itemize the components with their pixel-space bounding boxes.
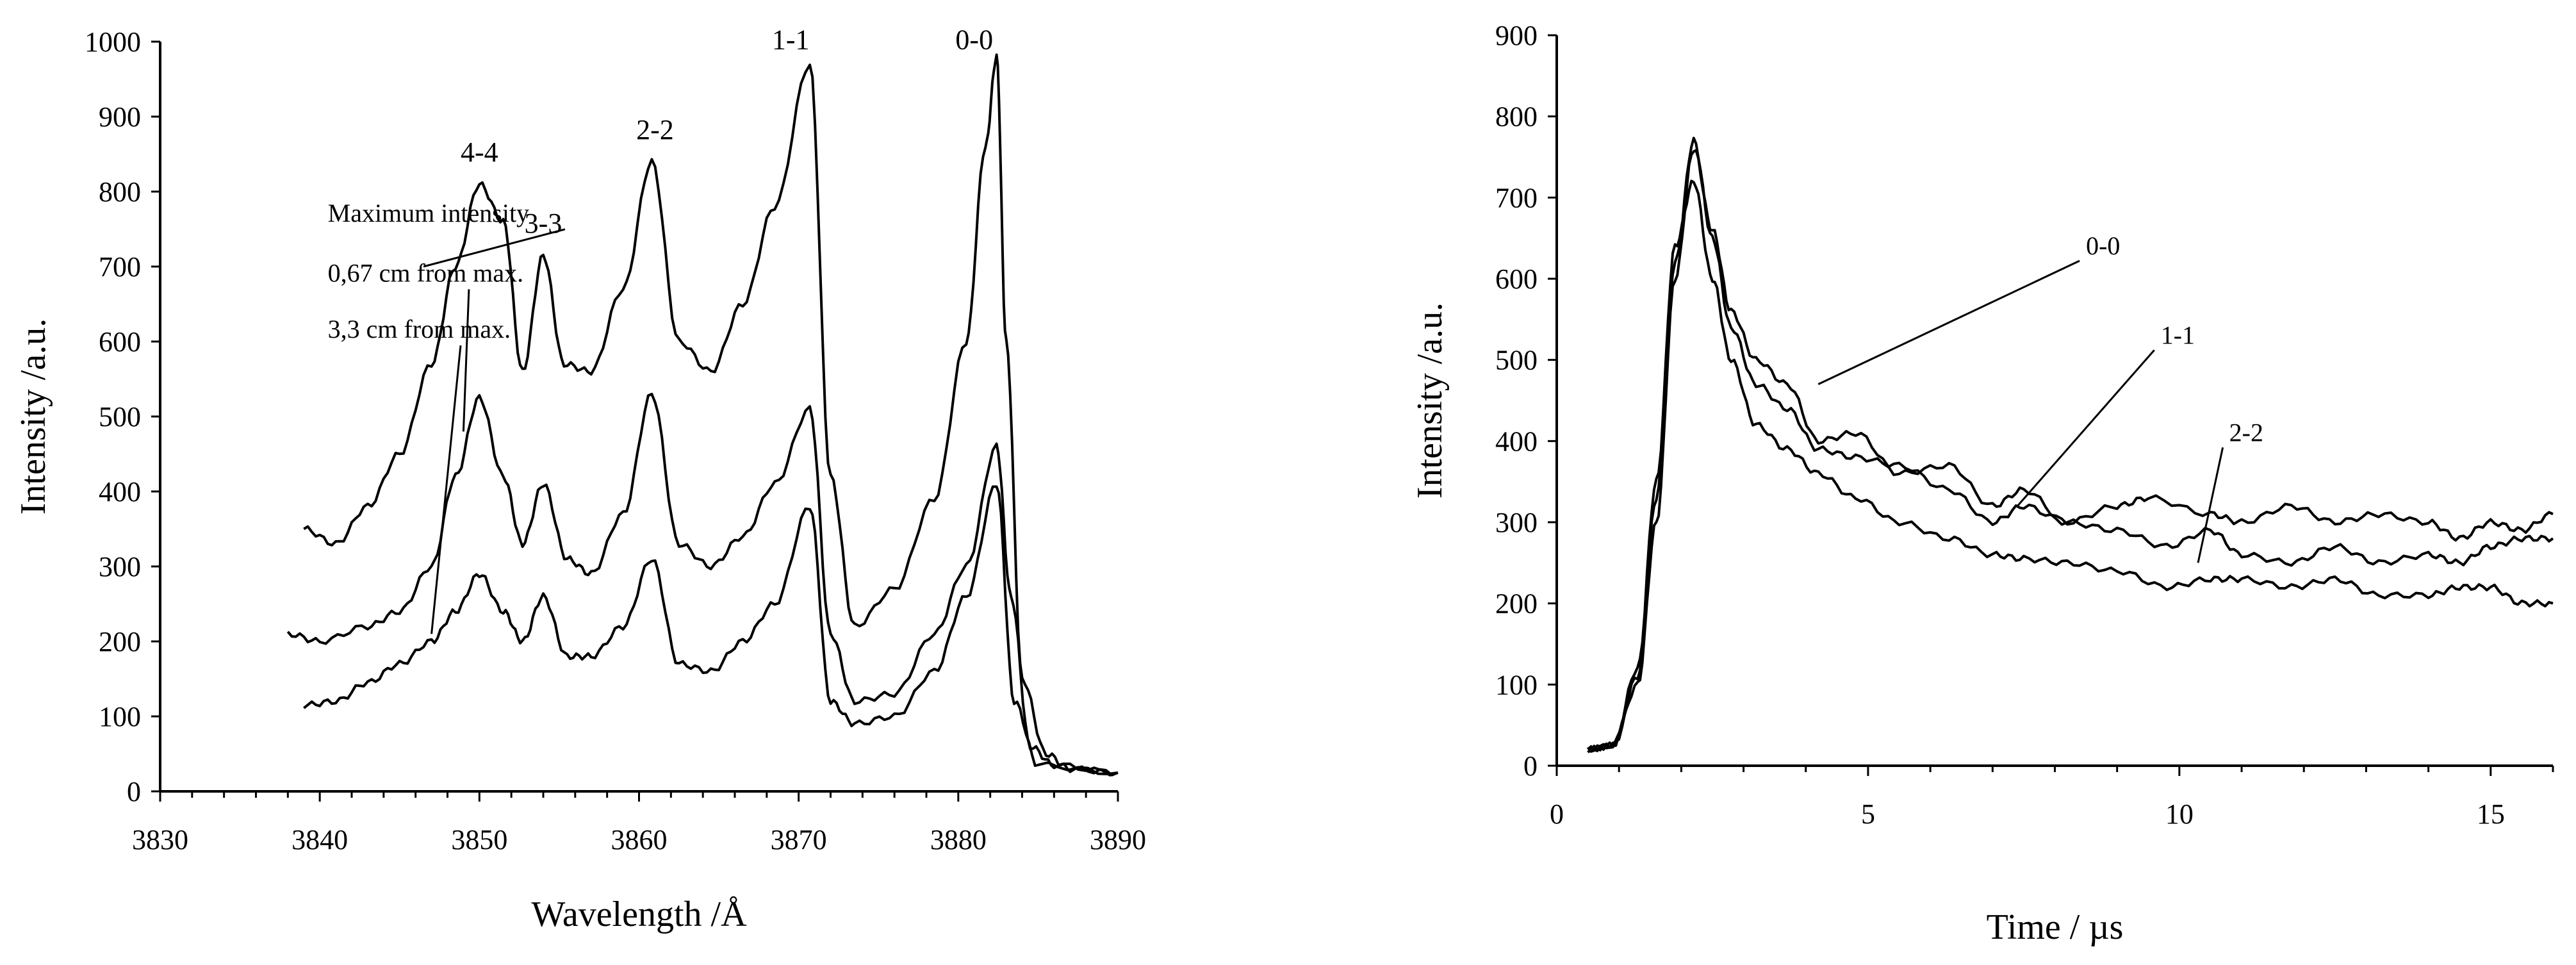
spectrum-series-line: [303, 53, 1119, 777]
time-y-tick-label: 600: [1495, 263, 1538, 295]
spectrum-series-label: 3,3 cm from max.: [328, 315, 511, 343]
time-y-tick-label: 900: [1495, 20, 1538, 51]
spectrum-x-axis-title: Wavelength /Å: [531, 895, 747, 934]
time-leader-line: [2197, 447, 2224, 563]
spectrum-x-tick-label: 3880: [930, 824, 987, 855]
time-series-line: [1587, 179, 2554, 754]
spectrum-series-label: Maximum intensity: [328, 199, 529, 227]
spectrum-peak-label: 4-4: [461, 136, 498, 168]
spectrum-y-axis-title: Intensity /a.u.: [13, 318, 53, 515]
time-series-label: 1-1: [2161, 320, 2195, 349]
spectrum-y-tick-label: 700: [99, 251, 141, 283]
spectrum-series: [286, 53, 1119, 777]
time-axes: 0 100 200 300 400 500 600 700 800 900 0 5 10 15: [1495, 20, 2554, 830]
time-series-label: 2-2: [2229, 418, 2263, 447]
spectrum-series-line: [286, 393, 1119, 777]
spectrum-y-tick-label: 100: [99, 701, 141, 732]
spectrum-peak-label: 1-1: [772, 24, 810, 55]
spectrum-leader-line: [462, 289, 470, 432]
time-series-line: [1587, 149, 2554, 752]
spectrum-leader-line: [423, 228, 566, 268]
spectrum-x-tick-label: 3840: [291, 824, 348, 855]
time-x-tick-label: 5: [1861, 798, 1875, 830]
spectrum-x-tick-label: 3850: [451, 824, 507, 855]
spectrum-y-tick-label: 800: [99, 176, 141, 208]
spectrum-peak-label: 3-3: [525, 208, 562, 239]
time-y-tick-label: 200: [1495, 588, 1538, 620]
time-leader-line: [2017, 349, 2155, 507]
spectrum-y-tick-label: 1000: [85, 26, 141, 58]
spectrum-annotations: 4-4 3-3 2-2 1-1 0-0 Maximum intensity 0,67 cm …: [328, 24, 993, 634]
time-y-tick-label: 500: [1495, 345, 1538, 376]
spectrum-y-tick-label: 200: [99, 626, 141, 657]
time-y-axis-title: Intensity /a.u.: [1410, 302, 1450, 499]
spectrum-y-tick-label: 0: [127, 776, 141, 807]
time-y-tick-label: 0: [1523, 750, 1538, 782]
time-x-axis-title: Time / µs: [1987, 907, 2124, 947]
spectrum-peak-label: 0-0: [955, 24, 993, 55]
time-y-tick-label: 400: [1495, 425, 1538, 457]
time-x-tick-label: 10: [2165, 798, 2194, 830]
time-series-label: 0-0: [2086, 231, 2120, 260]
spectrum-y-tick-label: 300: [99, 551, 141, 582]
spectrum-leader-line: [431, 345, 462, 634]
time-x-tick-label: 0: [1550, 798, 1564, 830]
time-y-tick-label: 300: [1495, 507, 1538, 538]
spectrum-y-tick-label: 600: [99, 326, 141, 358]
spectrum-chart: 0 100 200 300 400 500 600 700 800 900 1000 3830 3840…: [13, 24, 1146, 934]
spectrum-series-label: 0,67 cm from max.: [328, 258, 524, 287]
spectrum-y-tick-label: 900: [99, 101, 141, 133]
spectrum-x-tick-label: 3860: [611, 824, 668, 855]
spectrum-x-tick-label: 3870: [771, 824, 827, 855]
spectrum-y-tick-label: 500: [99, 401, 141, 433]
spectrum-axes: 0 100 200 300 400 500 600 700 800 900 1000 3830 3840…: [85, 26, 1146, 855]
time-leader-line: [1817, 260, 2080, 386]
spectrum-x-tick-label: 3890: [1090, 824, 1146, 855]
spectrum-peak-label: 2-2: [636, 114, 674, 145]
time-x-tick-label: 15: [2477, 798, 2505, 830]
spectrum-y-tick-label: 400: [99, 476, 141, 507]
time-y-tick-label: 700: [1495, 182, 1538, 213]
time-series-line: [1586, 136, 2554, 753]
time-series: [1586, 136, 2554, 754]
spectrum-series-line: [303, 485, 1119, 775]
time-y-tick-label: 100: [1495, 669, 1538, 700]
time-annotations: 0-0 1-1 2-2: [1817, 231, 2263, 563]
time-y-tick-label: 800: [1495, 101, 1538, 133]
time-chart: 0 100 200 300 400 500 600 700 800 900 0 5 10 15 0-0 1-…: [1410, 20, 2554, 947]
spectrum-x-tick-label: 3830: [132, 824, 188, 855]
